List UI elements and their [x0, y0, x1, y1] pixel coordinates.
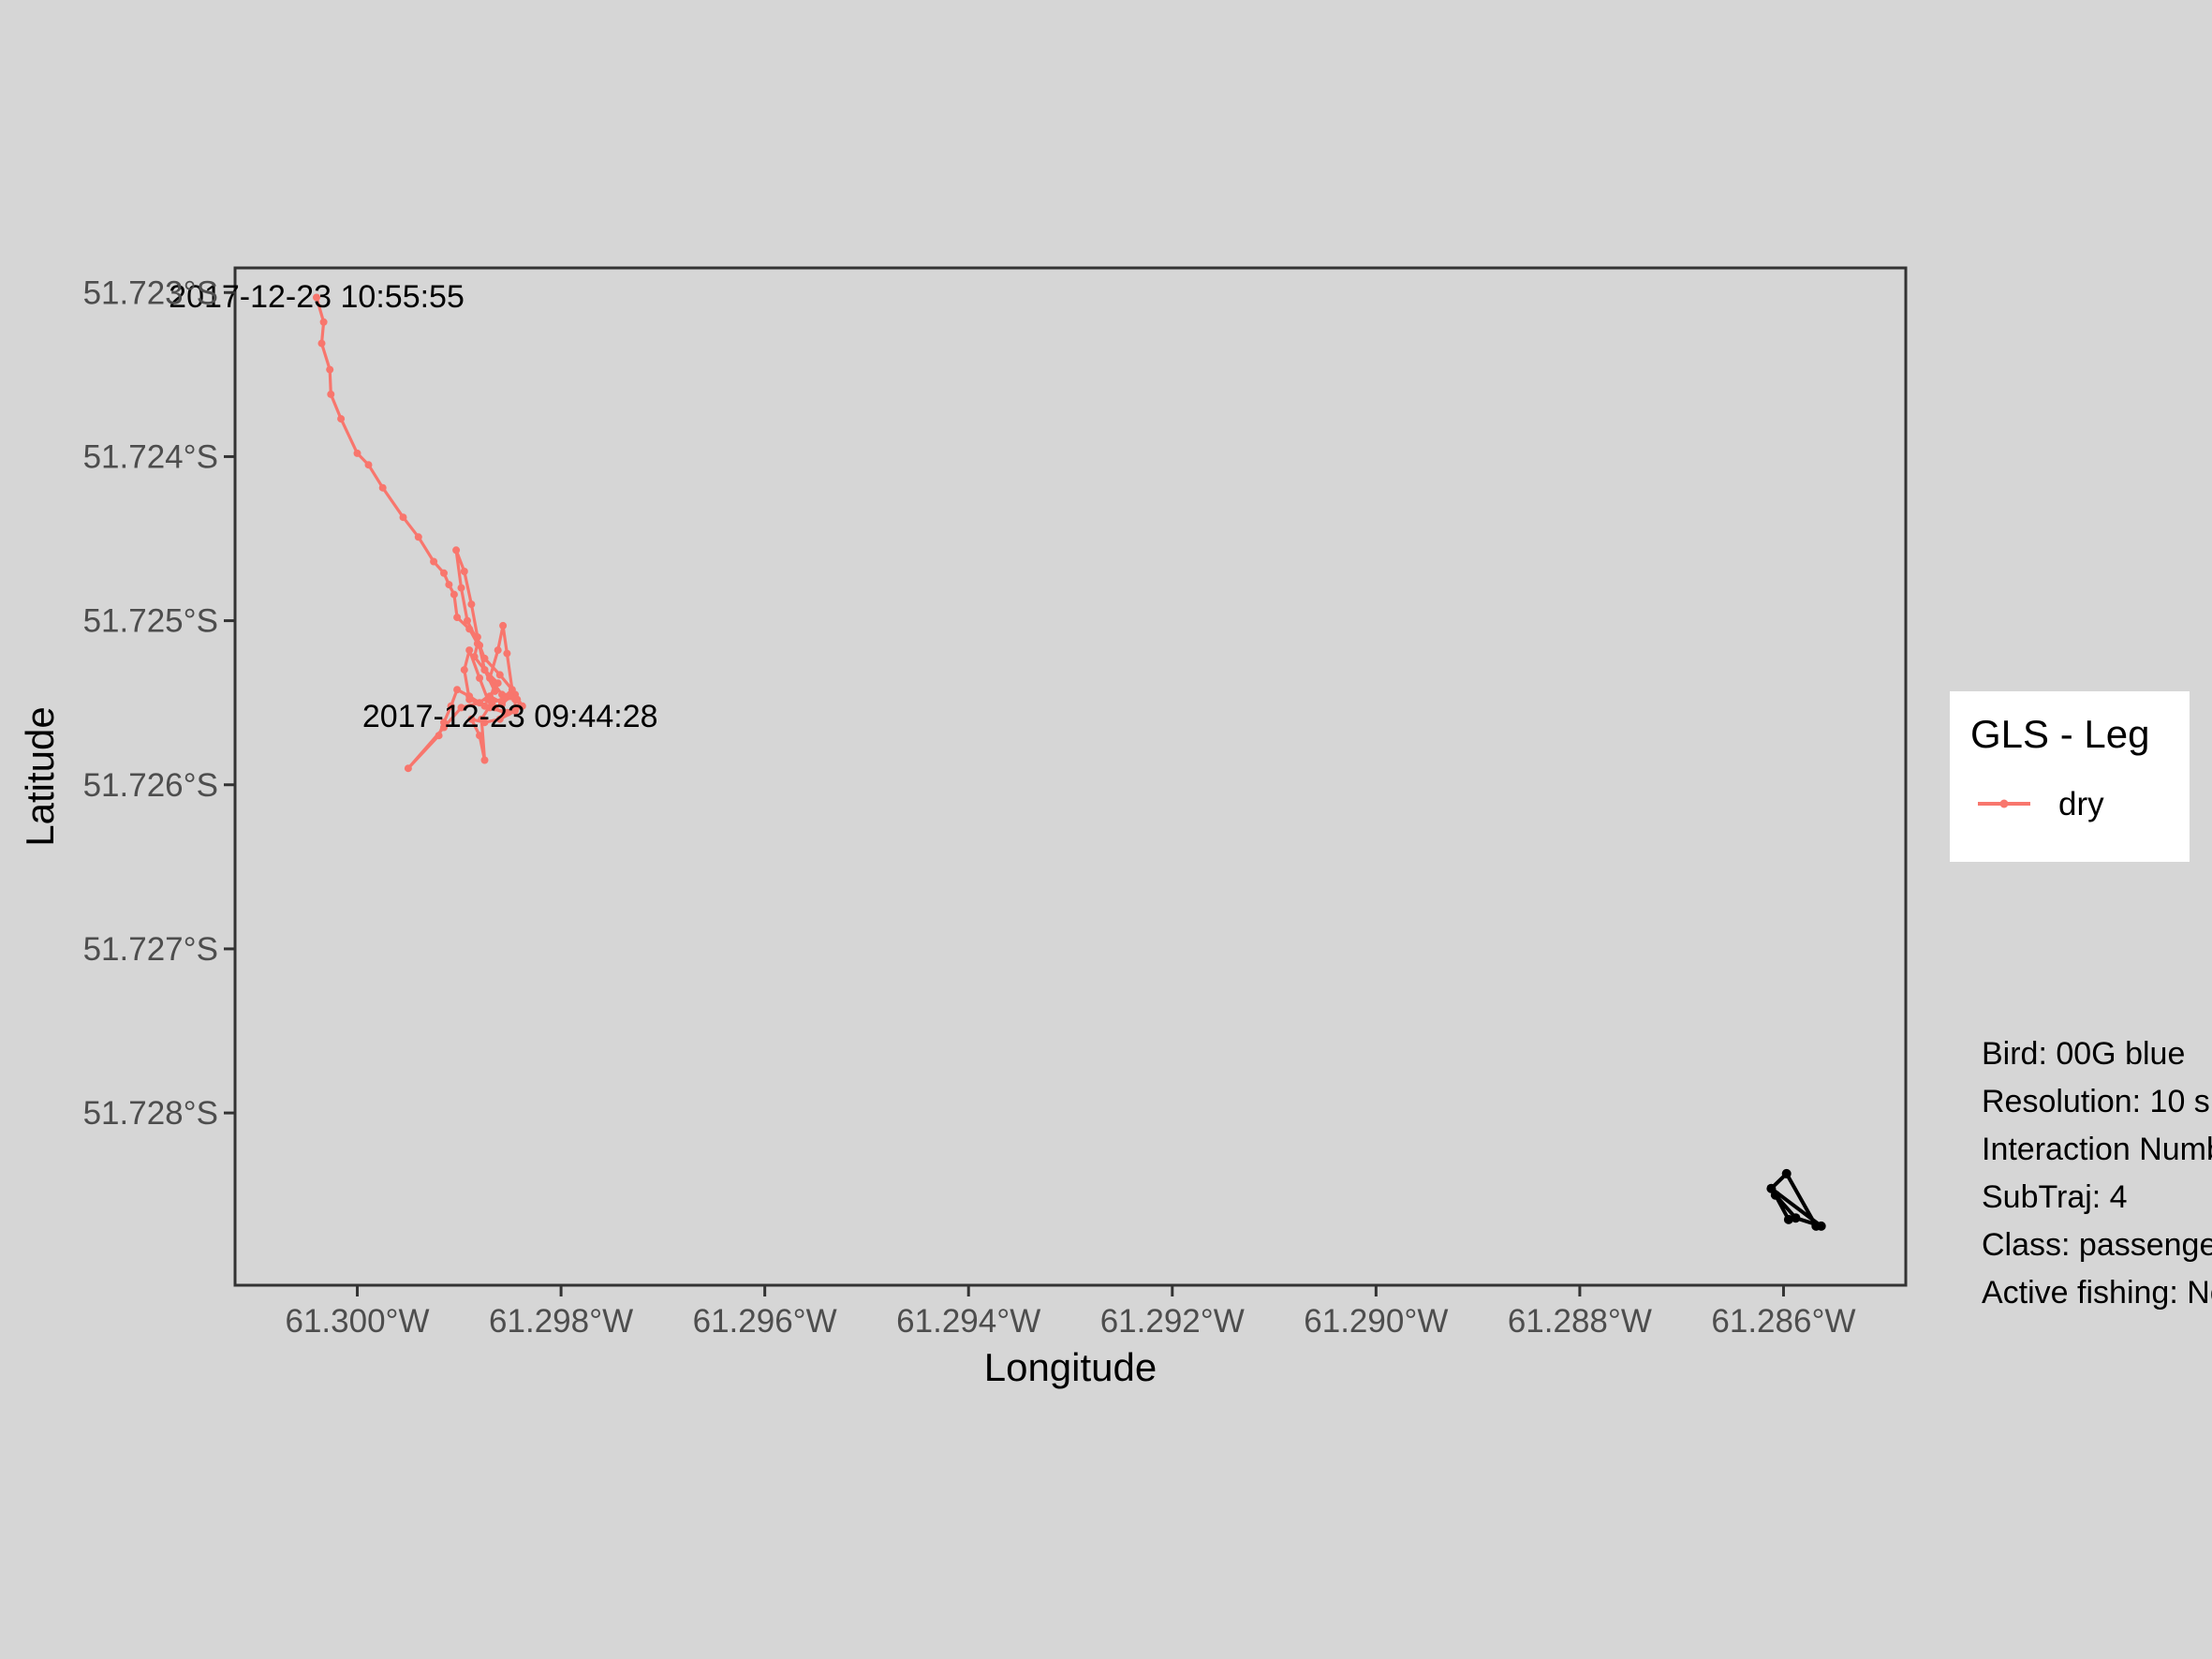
series-group: [313, 293, 1826, 1231]
data-point: [476, 674, 484, 682]
x-tick-label: 61.292°W: [1100, 1303, 1245, 1340]
timestamp-annotation-2: 2017-12-23 09:44:28: [362, 699, 658, 734]
data-point: [313, 293, 320, 302]
data-point: [445, 581, 453, 589]
data-point: [464, 616, 471, 625]
info-active-fishing: Active fishing: No: [1982, 1275, 2212, 1311]
data-point: [470, 653, 479, 661]
data-point: [457, 704, 465, 712]
x-tick-label: 61.288°W: [1508, 1303, 1652, 1340]
data-point: [453, 614, 462, 622]
data-point: [1766, 1183, 1777, 1193]
data-point: [467, 715, 476, 723]
data-point: [476, 732, 484, 740]
data-point: [480, 666, 489, 674]
data-point: [501, 708, 509, 717]
x-tick-label: 61.298°W: [489, 1303, 633, 1340]
data-point: [473, 633, 481, 642]
y-tick-label: 51.728°S: [83, 1095, 218, 1132]
y-tick-label: 51.726°S: [83, 767, 218, 804]
data-point: [414, 533, 422, 541]
data-point: [353, 449, 361, 457]
x-tick-label: 61.296°W: [693, 1303, 837, 1340]
info-panel: Bird: 00G blue Resolution: 10 s Interact…: [1982, 1030, 2212, 1317]
data-point: [457, 584, 465, 592]
data-point: [465, 695, 474, 704]
data-point: [1783, 1214, 1793, 1224]
data-point: [516, 702, 524, 710]
info-subtraj: SubTraj: 4: [1982, 1179, 2128, 1215]
data-point: [491, 687, 499, 695]
data-point: [503, 649, 511, 658]
data-point: [513, 695, 522, 704]
data-point: [486, 674, 494, 682]
plot-panel: [233, 266, 1908, 1287]
data-point: [435, 732, 443, 740]
info-resolution: Resolution: 10 s: [1982, 1084, 2210, 1119]
data-point: [511, 706, 520, 715]
data-point: [495, 715, 504, 723]
data-point: [327, 390, 335, 398]
info-bird: Bird: 00G blue: [1982, 1036, 2186, 1072]
data-point: [440, 723, 448, 732]
data-point: [483, 695, 492, 704]
data-point: [478, 715, 486, 723]
info-interaction-number: Interaction Number: [1982, 1132, 2212, 1167]
data-point: [378, 483, 387, 492]
data-point: [465, 625, 474, 633]
legend-label-dry: dry: [2058, 786, 2104, 822]
data-point: [480, 654, 489, 662]
info-class: Class: passenger: [1982, 1227, 2212, 1263]
data-point: [495, 671, 504, 679]
data-point: [480, 756, 489, 764]
y-axis: 51.723°S 51.724°S 51.725°S 51.726°S 51.727°S…: [83, 274, 235, 1132]
annotation-group: 2017-12-23 10:55:55 2017-12-23 09:44:28: [169, 279, 657, 734]
y-tick-label: 51.727°S: [83, 931, 218, 968]
y-tick-label: 51.725°S: [83, 603, 218, 640]
series-line-dry: [315, 297, 524, 770]
data-point: [364, 461, 373, 469]
legend-title: GLS - Leg: [1970, 712, 2150, 756]
data-point: [430, 557, 438, 566]
data-point: [399, 513, 407, 522]
data-point: [450, 590, 458, 599]
x-tick-label: 61.300°W: [285, 1303, 429, 1340]
data-point: [404, 764, 412, 773]
data-point: [1791, 1213, 1801, 1223]
data-point: [506, 692, 514, 701]
y-axis-title: Latitude: [18, 706, 62, 846]
data-point: [319, 318, 328, 326]
data-point: [460, 568, 468, 575]
data-point: [452, 546, 461, 555]
data-point: [317, 339, 326, 348]
x-tick-label: 61.286°W: [1711, 1303, 1855, 1340]
data-point: [1811, 1221, 1821, 1231]
x-axis-title: Longitude: [984, 1345, 1158, 1389]
data-point: [465, 646, 474, 655]
data-point: [494, 646, 502, 655]
y-tick-label: 51.723°S: [83, 274, 218, 311]
data-point: [499, 621, 508, 630]
x-axis: 61.300°W 61.298°W 61.296°W 61.294°W 61.292°W…: [285, 1285, 1856, 1340]
data-point: [494, 679, 502, 688]
timestamp-annotation-1: 2017-12-23 10:55:55: [169, 279, 465, 315]
data-point: [498, 700, 506, 708]
data-point: [476, 641, 484, 649]
legend-key-dry: [1978, 799, 2030, 808]
data-point: [467, 600, 476, 609]
data-point: [447, 702, 455, 710]
data-point: [453, 686, 462, 694]
data-point: [460, 666, 468, 674]
data-point: [476, 699, 484, 707]
data-point: [326, 365, 334, 374]
data-point: [440, 569, 448, 577]
x-tick-label: 61.294°W: [896, 1303, 1040, 1340]
y-tick-label: 51.724°S: [83, 438, 218, 475]
data-point: [1781, 1168, 1792, 1178]
legend: GLS - Leg dry: [1950, 691, 2190, 862]
data-point: [491, 704, 499, 712]
x-tick-label: 61.290°W: [1304, 1303, 1448, 1340]
data-point: [337, 415, 346, 423]
